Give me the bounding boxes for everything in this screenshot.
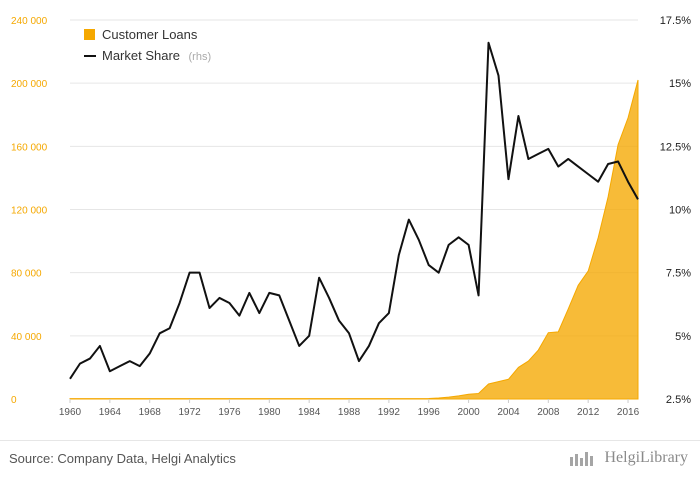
x-tick-label: 1984	[298, 407, 321, 418]
left-tick-label: 80 000	[11, 269, 42, 280]
x-axis: 1960 1964 1968 1972 1976 1980 1984 1988 1992 1996…	[59, 399, 640, 418]
right-tick-label: 5%	[675, 331, 691, 343]
x-tick-label: 1992	[378, 407, 401, 418]
left-tick-label: 200 000	[11, 79, 48, 90]
right-tick-label: 15%	[669, 78, 691, 90]
left-tick-label: 240 000	[11, 16, 48, 27]
market-share-line	[69, 41, 639, 380]
x-tick-label: 1972	[178, 407, 201, 418]
x-tick-label: 2000	[457, 407, 480, 418]
logo-mark-icon	[570, 452, 594, 466]
grid-lines	[70, 19, 638, 400]
right-tick-label: 17.5%	[660, 15, 691, 27]
x-tick-label: 2016	[617, 407, 640, 418]
right-tick-label: 10%	[669, 205, 691, 217]
left-tick-label: 120 000	[11, 206, 48, 217]
x-tick-label: 1960	[59, 407, 82, 418]
x-tick-label: 1968	[139, 407, 162, 418]
x-tick-label: 1964	[99, 407, 122, 418]
right-tick-label: 7.5%	[666, 268, 691, 280]
x-tick-label: 1976	[218, 407, 241, 418]
left-tick-label: 0	[11, 395, 17, 406]
right-axis: 2.5% 5% 7.5% 10% 12.5% 15% 17.5%	[660, 15, 691, 406]
x-tick-label: 2012	[577, 407, 600, 418]
legend-swatch-customer-loans	[84, 29, 95, 40]
helgi-library-logo: HelgiLibrary	[568, 449, 688, 467]
legend-label-market-share: Market Share (rhs)	[102, 47, 211, 64]
legend-label-market-share-suffix: (rhs)	[189, 51, 212, 63]
legend: Customer Loans Market Share (rhs)	[84, 27, 211, 64]
footer: Source: Company Data, Helgi Analytics He…	[0, 440, 700, 484]
market-share-series	[69, 41, 639, 380]
source-note: Source: Company Data, Helgi Analytics	[9, 451, 236, 466]
customer-loans-area	[69, 79, 639, 400]
x-tick-label: 2004	[497, 407, 520, 418]
x-tick-label: 1988	[338, 407, 361, 418]
left-tick-label: 160 000	[11, 142, 48, 153]
x-tick-label: 1996	[418, 407, 441, 418]
x-tick-label: 1980	[258, 407, 281, 418]
right-tick-label: 12.5%	[660, 141, 691, 153]
legend-label-customer-loans: Customer Loans	[102, 27, 198, 42]
chart: 1960 1964 1968 1972 1976 1980 1984 1988 1992 1996…	[11, 15, 691, 418]
x-tick-label: 2008	[537, 407, 560, 418]
left-axis: 0 40 000 80 000 120 000 160 000 200 000 240 00…	[11, 16, 48, 406]
logo-text: HelgiLibrary	[604, 449, 688, 466]
right-tick-label: 2.5%	[666, 394, 691, 406]
left-tick-label: 40 000	[11, 332, 42, 343]
customer-loans-series	[69, 79, 639, 400]
legend-label-market-share-name: Market Share	[102, 48, 180, 63]
